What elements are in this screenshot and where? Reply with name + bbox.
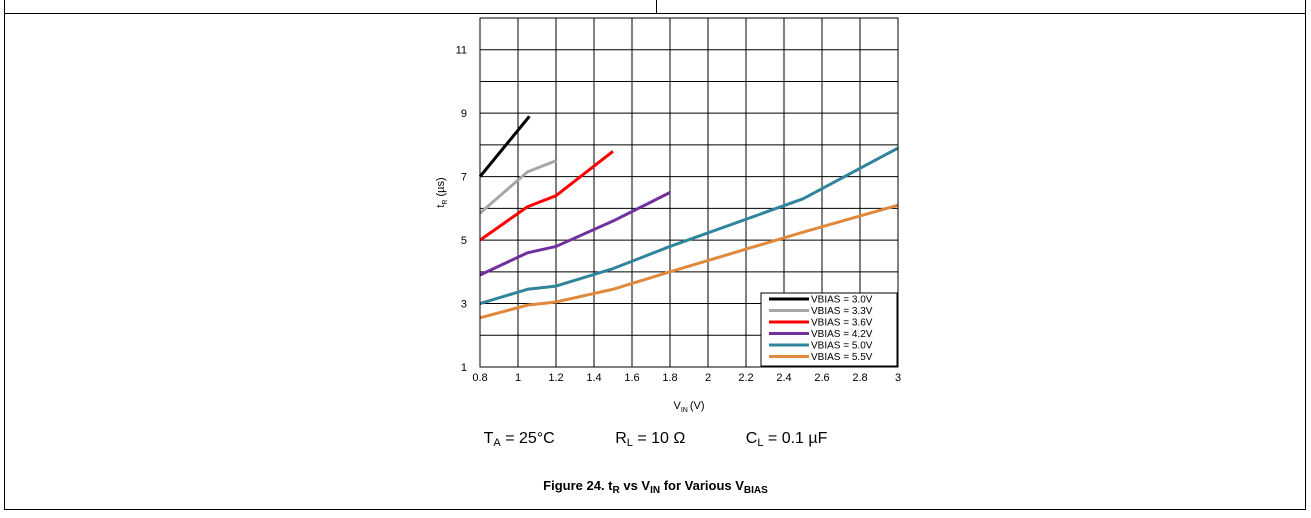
x-tick-label: 0.8 [472, 372, 487, 384]
x-tick-label: 3 [895, 372, 901, 384]
series-line [479, 146, 899, 305]
x-tick-label: 1 [515, 372, 521, 384]
y-axis-label: tR(µs) [435, 177, 449, 207]
legend-label: VBIAS = 5.5V [811, 352, 873, 363]
x-tick-label: 2.4 [776, 372, 791, 384]
legend-label: VBIAS = 3.3V [811, 306, 873, 317]
axis-ticks: 0.8 1 1.2 1.4 1.6 1.8 2 2.2 2.4 2.6 2.8 3 1 3 5 7 9 11 [456, 45, 901, 384]
condition-load-resistance: RL = 10 Ω [615, 430, 686, 449]
y-tick-label: 11 [456, 45, 467, 57]
series-line [479, 159, 557, 215]
series-line [479, 203, 899, 320]
y-tick-label: 9 [461, 108, 467, 120]
y-tick-label: 3 [461, 299, 467, 311]
condition-temperature: TA = 25°C [483, 430, 555, 449]
y-tick-label: 1 [461, 362, 467, 374]
table-cell-left [4, 0, 657, 14]
plot-area [479, 17, 899, 368]
condition-load-capacitance: CL = 0.1 µF [745, 430, 828, 449]
chart-series [478, 115, 899, 320]
figure-frame [4, 0, 1306, 510]
chart: 0.8 1 1.2 1.4 1.6 1.8 2 2.2 2.4 2.6 2.8 3 1 3 5 7 9 11 VI… [435, 17, 901, 414]
x-tick-label: 1.4 [586, 372, 601, 384]
legend-label: VBIAS = 5.0V [811, 341, 873, 352]
x-tick-label: 2.8 [852, 372, 867, 384]
legend-label: VBIAS = 4.2V [811, 329, 873, 340]
y-tick-label: 5 [461, 235, 467, 247]
series-line [479, 191, 671, 277]
x-tick-label: 2.6 [814, 372, 829, 384]
x-tick-label: 2.2 [738, 372, 753, 384]
legend-label: VBIAS = 3.0V [811, 295, 873, 306]
figure-caption: Figure 24. tR vs VIN for Various VBIAS [543, 478, 768, 496]
x-axis-label: VIN (V) [673, 400, 704, 414]
x-tick-label: 2 [705, 372, 711, 384]
table-cell-right [656, 0, 1306, 14]
legend-label: VBIAS = 3.6V [811, 318, 873, 329]
x-tick-label: 1.6 [624, 372, 639, 384]
x-tick-label: 1.2 [548, 372, 563, 384]
y-tick-label: 7 [461, 172, 467, 184]
series-line [478, 115, 531, 178]
test-conditions: TA = 25°C RL = 10 Ω CL = 0.1 µF [0, 430, 1311, 449]
x-tick-label: 1.8 [662, 372, 677, 384]
legend-box [760, 292, 898, 367]
series-line [479, 150, 614, 242]
